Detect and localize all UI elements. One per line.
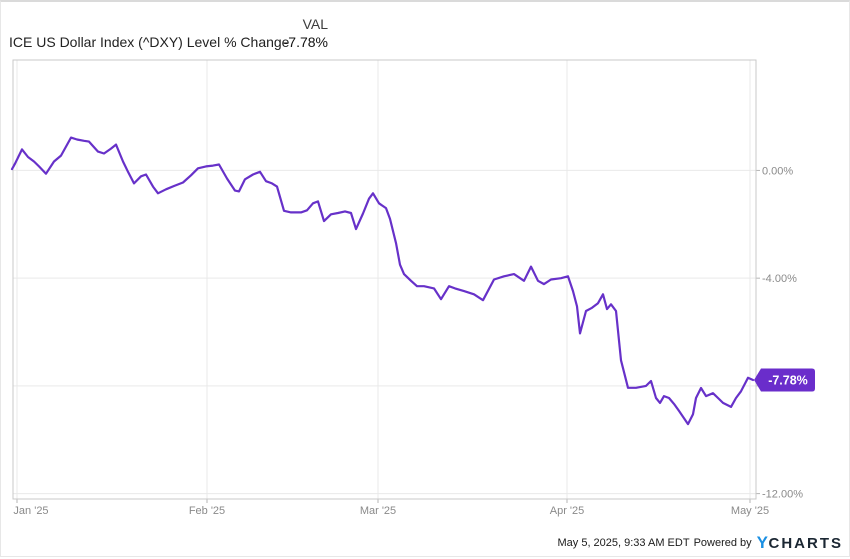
plot-border (13, 60, 756, 499)
footer: May 5, 2025, 9:33 AM EDT Powered by Y CH… (557, 533, 843, 553)
x-tick-label: Apr '25 (550, 505, 585, 517)
footer-powered-by: Powered by (694, 537, 752, 549)
end-value-badge-label: -7.78% (768, 373, 808, 387)
ycharts-logo-text: CHARTS (769, 535, 844, 552)
ycharts-logo-y-icon: Y (757, 533, 769, 553)
footer-timestamp: May 5, 2025, 9:33 AM EDT (557, 537, 689, 549)
x-tick-label: May '25 (731, 505, 769, 517)
y-tick-label: -4.00% (762, 273, 797, 285)
y-tick-label: -12.00% (762, 489, 803, 501)
x-tick-label: Feb '25 (189, 505, 225, 517)
y-tick-label: 0.00% (762, 165, 793, 177)
x-tick-label: Mar '25 (360, 505, 396, 517)
x-tick-label: Jan '25 (13, 505, 48, 517)
price-line (12, 138, 753, 425)
